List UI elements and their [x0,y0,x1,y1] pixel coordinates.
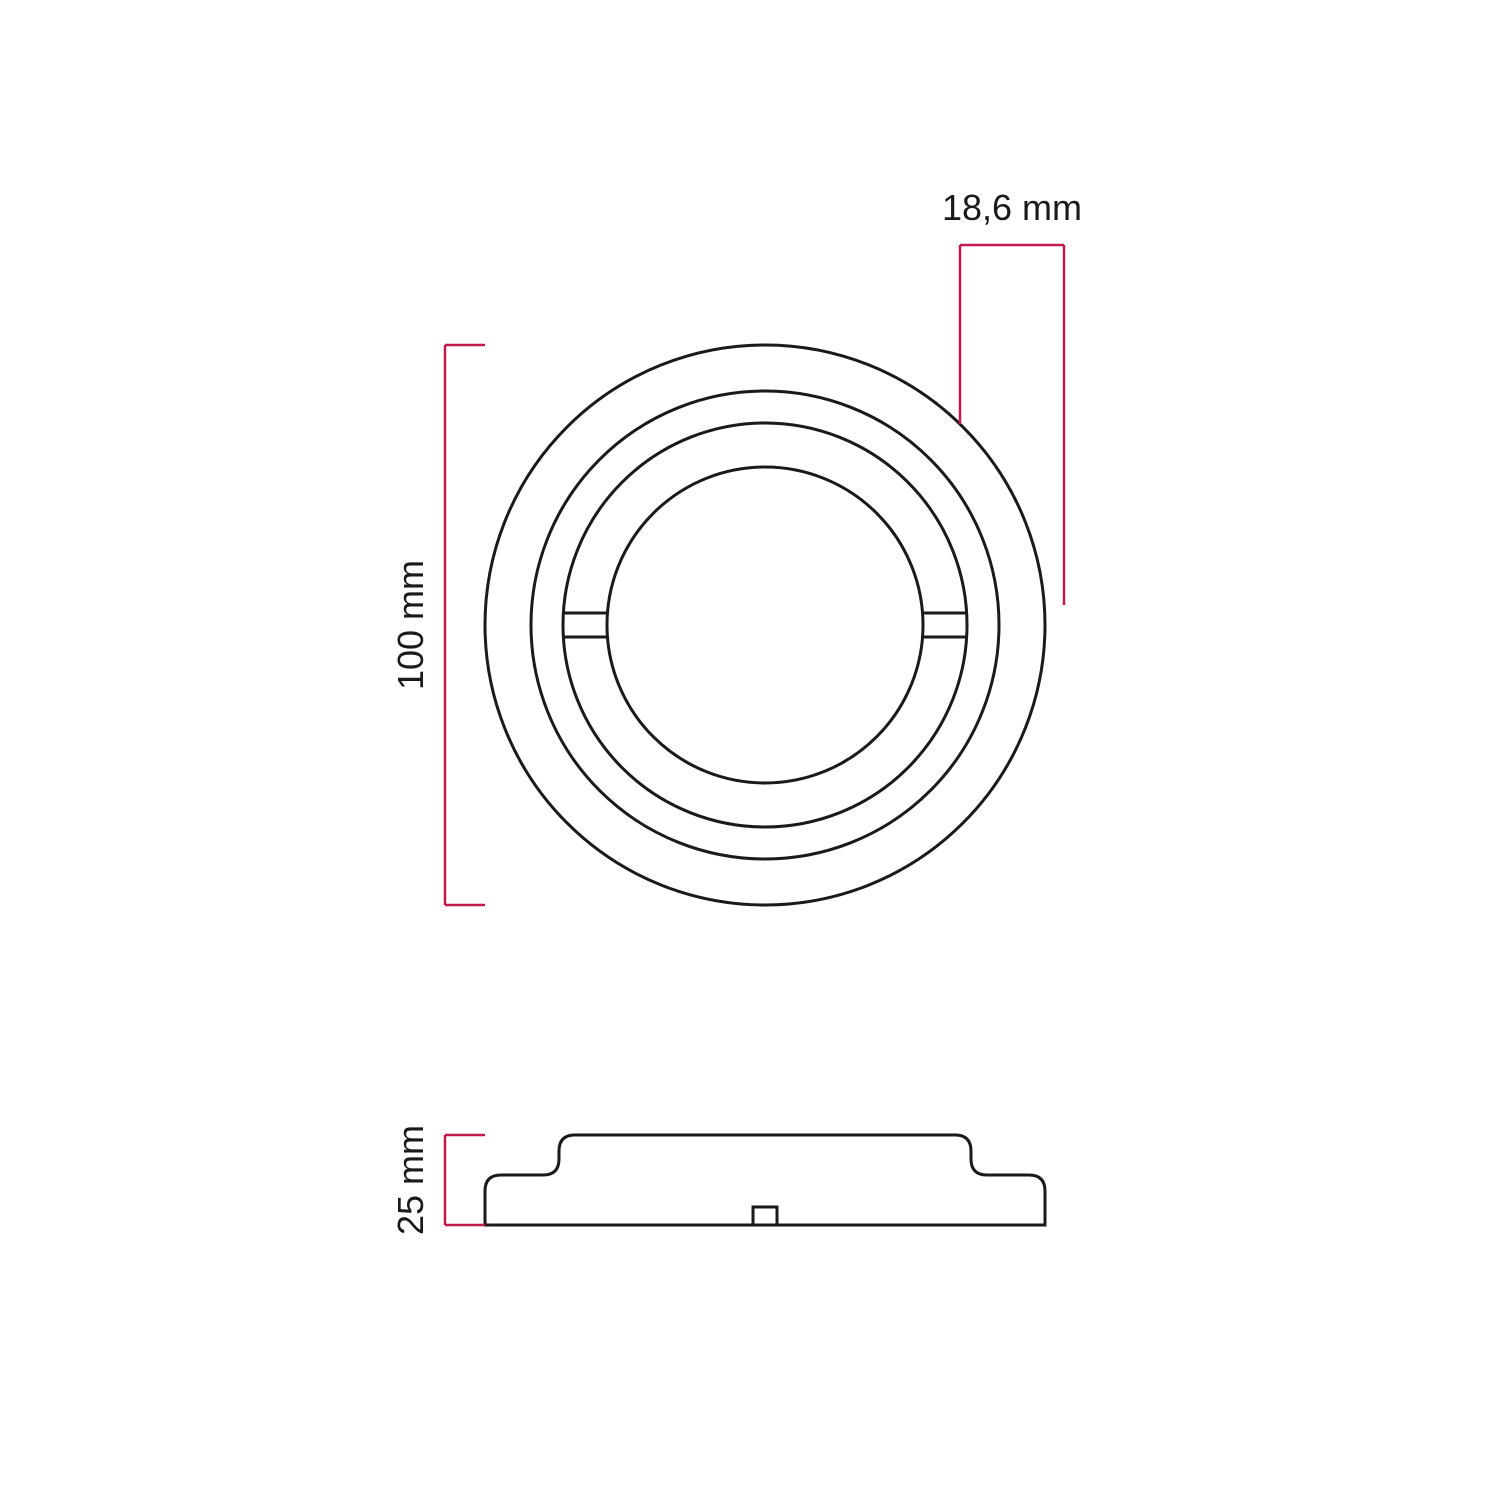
top-view-circle-1 [531,391,999,859]
dim-25mm: 25 mm [390,1125,485,1235]
dim-18-6mm-label: 18,6 mm [942,187,1082,228]
side-view [485,1135,1045,1225]
dim-18-6mm: 18,6 mm [942,187,1082,605]
dim-100mm-label: 100 mm [390,560,431,690]
dim-25mm-label: 25 mm [390,1125,431,1235]
side-view-notch [753,1207,777,1225]
top-view [485,345,1045,905]
top-view-circle-3 [607,467,923,783]
dim-100mm: 100 mm [390,345,485,905]
top-view-circle-0 [485,345,1045,905]
side-view-outline [485,1135,1045,1225]
top-view-circle-2 [563,423,967,827]
